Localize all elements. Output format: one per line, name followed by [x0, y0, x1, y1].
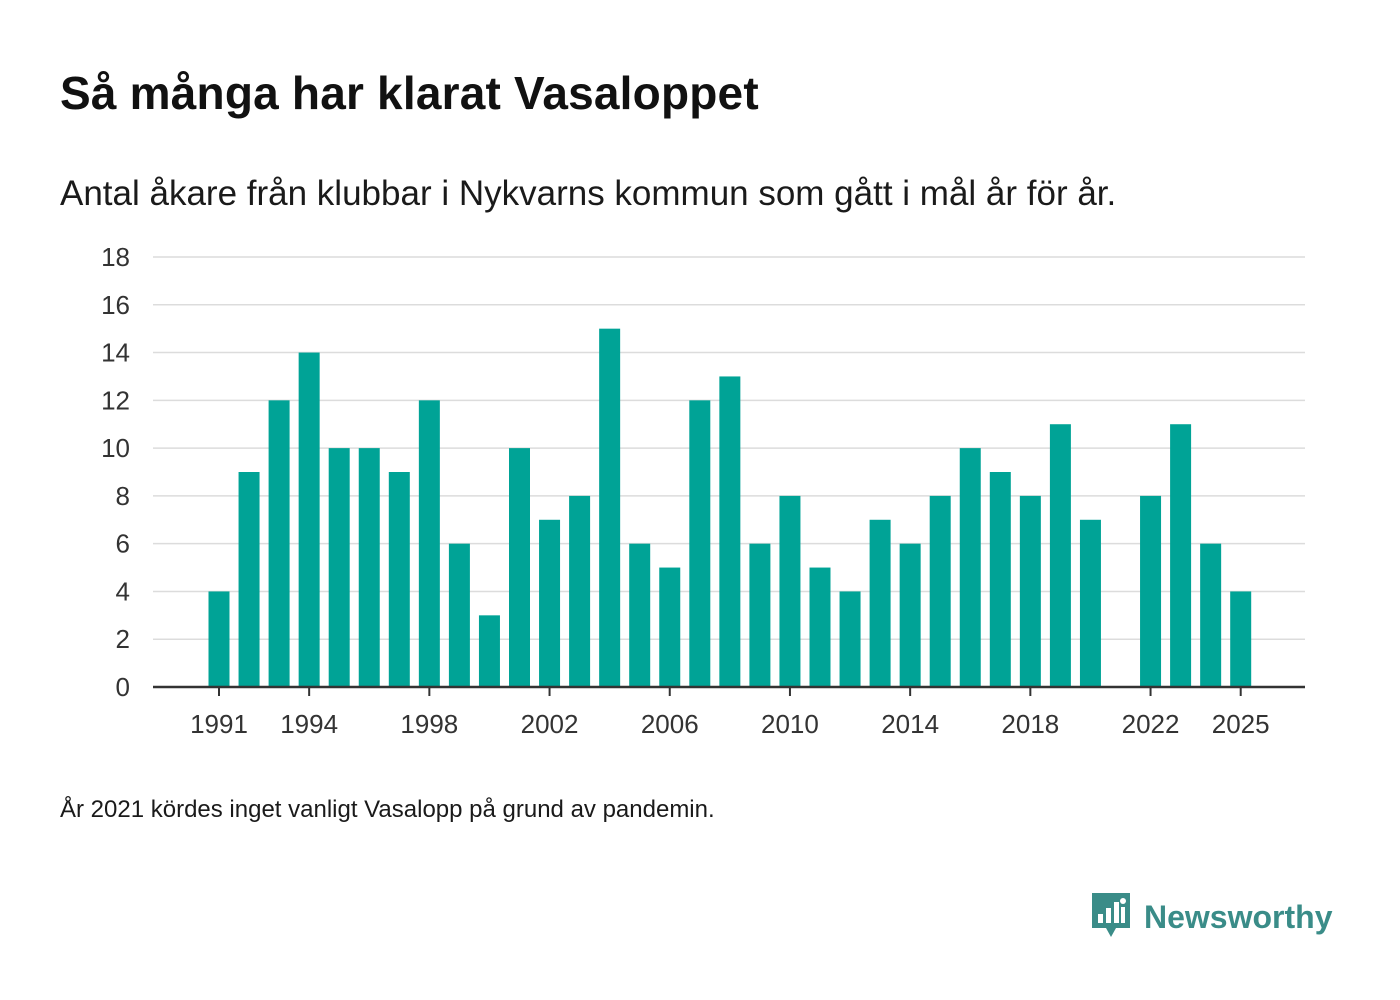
x-tick-label: 1998 [400, 709, 458, 739]
x-tick-label: 2006 [641, 709, 699, 739]
bar-1997 [388, 472, 410, 687]
bar-2015 [929, 495, 951, 687]
x-tick-label: 2022 [1122, 709, 1180, 739]
y-tick-label: 16 [101, 290, 130, 320]
x-tick-label: 2025 [1212, 709, 1270, 739]
bar-2017 [989, 472, 1011, 687]
newsworthy-logo-icon [1090, 890, 1132, 945]
y-tick-label: 18 [101, 242, 130, 272]
bar-1993 [268, 400, 290, 687]
x-tick-label: 2002 [521, 709, 579, 739]
bar-2005 [629, 543, 651, 687]
bar-2016 [959, 448, 981, 687]
bar-2001 [509, 448, 530, 687]
chart-subtitle: Antal åkare från klubbar i Nykvarns komm… [60, 174, 1117, 213]
y-tick-label: 0 [116, 672, 130, 702]
bar-2010 [779, 495, 801, 687]
bar-2023 [1170, 424, 1192, 687]
chart-title: Så många har klarat Vasaloppet [60, 67, 759, 119]
bar-2004 [599, 328, 621, 687]
bar-1995 [328, 448, 350, 687]
bar-2013 [869, 519, 891, 687]
x-tick-label: 1994 [280, 709, 338, 739]
bar-1991 [208, 591, 230, 687]
bar-2022 [1140, 495, 1162, 687]
bar-2011 [809, 567, 831, 687]
y-tick-label: 10 [101, 433, 130, 463]
bar-2020 [1079, 519, 1101, 687]
y-tick-label: 8 [116, 481, 130, 511]
bar-2003 [569, 495, 591, 687]
bars [208, 328, 1252, 687]
x-tick-label: 2018 [1001, 709, 1059, 739]
bar-1994 [298, 352, 320, 687]
y-tick-label: 2 [116, 624, 130, 654]
bar-2024 [1200, 543, 1222, 687]
x-tick-label: 2010 [761, 709, 819, 739]
bar-2006 [659, 567, 681, 687]
bar-2025 [1230, 591, 1252, 687]
x-axis-ticks: 1991 1994 1998 2002 2006 2010 2014 2018 2022 2025 [190, 687, 1270, 739]
footnote: År 2021 kördes inget vanligt Vasalopp på… [60, 796, 715, 823]
x-tick-label: 2014 [881, 709, 939, 739]
brand-logo: Newsworthy [1090, 890, 1332, 945]
brand-name: Newsworthy [1144, 899, 1333, 935]
bar-1999 [448, 543, 470, 687]
y-tick-label: 6 [116, 529, 130, 559]
bar-2007 [689, 400, 711, 687]
bar-2008 [719, 376, 741, 687]
x-tick-label: 1991 [190, 709, 248, 739]
bar-1998 [418, 400, 440, 687]
bar-1992 [238, 472, 260, 687]
y-tick-label: 14 [101, 338, 130, 368]
bar-2019 [1049, 424, 1071, 687]
y-axis-ticks: 0 2 4 6 8 10 12 14 16 18 [101, 242, 130, 702]
bar-2009 [749, 543, 771, 687]
y-tick-label: 12 [101, 385, 130, 415]
bar-2002 [539, 519, 561, 687]
y-tick-label: 4 [116, 576, 130, 606]
bar-2014 [899, 543, 921, 687]
bar-2018 [1019, 495, 1041, 687]
bar-2012 [839, 591, 861, 687]
bar-1996 [358, 448, 380, 687]
bar-2000 [478, 615, 500, 687]
